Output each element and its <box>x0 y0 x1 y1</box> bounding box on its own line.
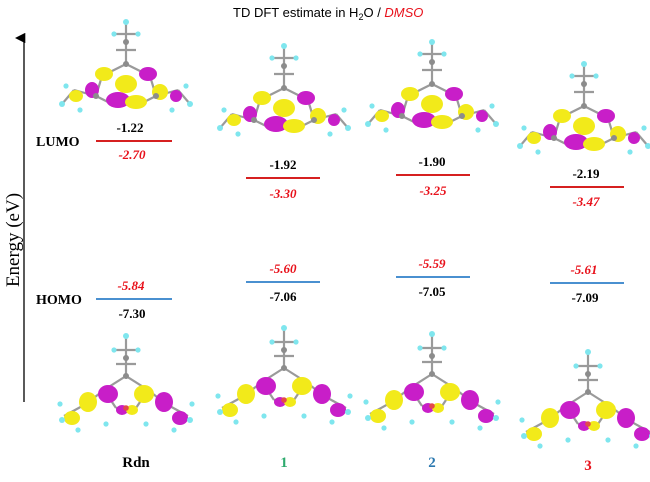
homo-value-h2o: -7.06 <box>269 289 297 304</box>
molecular-orbital-lumo-icon <box>363 37 501 134</box>
homo-label: HOMO <box>36 293 82 308</box>
compound-name: 2 <box>428 455 436 471</box>
homo-value-h2o: -7.05 <box>418 284 446 299</box>
homo-value-h2o: -7.30 <box>118 306 145 321</box>
molecular-orbital-homo-icon <box>56 331 196 434</box>
molecular-orbital-homo-icon <box>518 347 650 450</box>
molecular-orbital-homo-icon <box>362 329 502 432</box>
homo-value-dmso: -5.61 <box>570 262 597 277</box>
lumo-value-dmso: -3.47 <box>572 194 600 209</box>
lumo-value-h2o: -2.19 <box>572 166 600 181</box>
molecular-orbital-lumo-icon <box>215 41 353 138</box>
energy-axis-label: Energy (eV) <box>3 193 24 287</box>
molecular-orbital-homo-icon <box>214 323 354 426</box>
compound-name: 3 <box>584 458 592 474</box>
homo-value-dmso: -5.60 <box>269 261 297 276</box>
compound-column-rdn: -1.22 -2.70 -5.84 -7.30 Rdn <box>56 17 196 471</box>
lumo-value-h2o: -1.92 <box>269 157 296 172</box>
compound-column-2: -1.90 -3.25 -5.59 -7.05 2 <box>362 37 502 471</box>
compound-column-1: -1.92 -3.30 -5.60 -7.06 1 <box>214 41 354 471</box>
compound-name: 1 <box>280 455 288 471</box>
molecular-orbital-lumo-icon <box>515 59 650 156</box>
lumo-value-dmso: -3.25 <box>419 183 447 198</box>
compound-name: Rdn <box>122 455 150 471</box>
lumo-label: LUMO <box>36 135 80 150</box>
homo-value-dmso: -5.84 <box>117 278 145 293</box>
lumo-value-dmso: -2.70 <box>118 147 146 162</box>
molecular-orbital-lumo-icon <box>57 17 195 114</box>
compound-column-3: -2.19 -3.47 -5.61 -7.09 3 <box>515 59 650 474</box>
lumo-value-h2o: -1.22 <box>116 120 143 135</box>
homo-value-dmso: -5.59 <box>418 256 446 271</box>
homo-value-h2o: -7.09 <box>571 290 599 305</box>
diagram-title: TD DFT estimate in H2O / DMSO <box>233 5 423 22</box>
lumo-value-h2o: -1.90 <box>418 154 445 169</box>
lumo-value-dmso: -3.30 <box>269 186 297 201</box>
